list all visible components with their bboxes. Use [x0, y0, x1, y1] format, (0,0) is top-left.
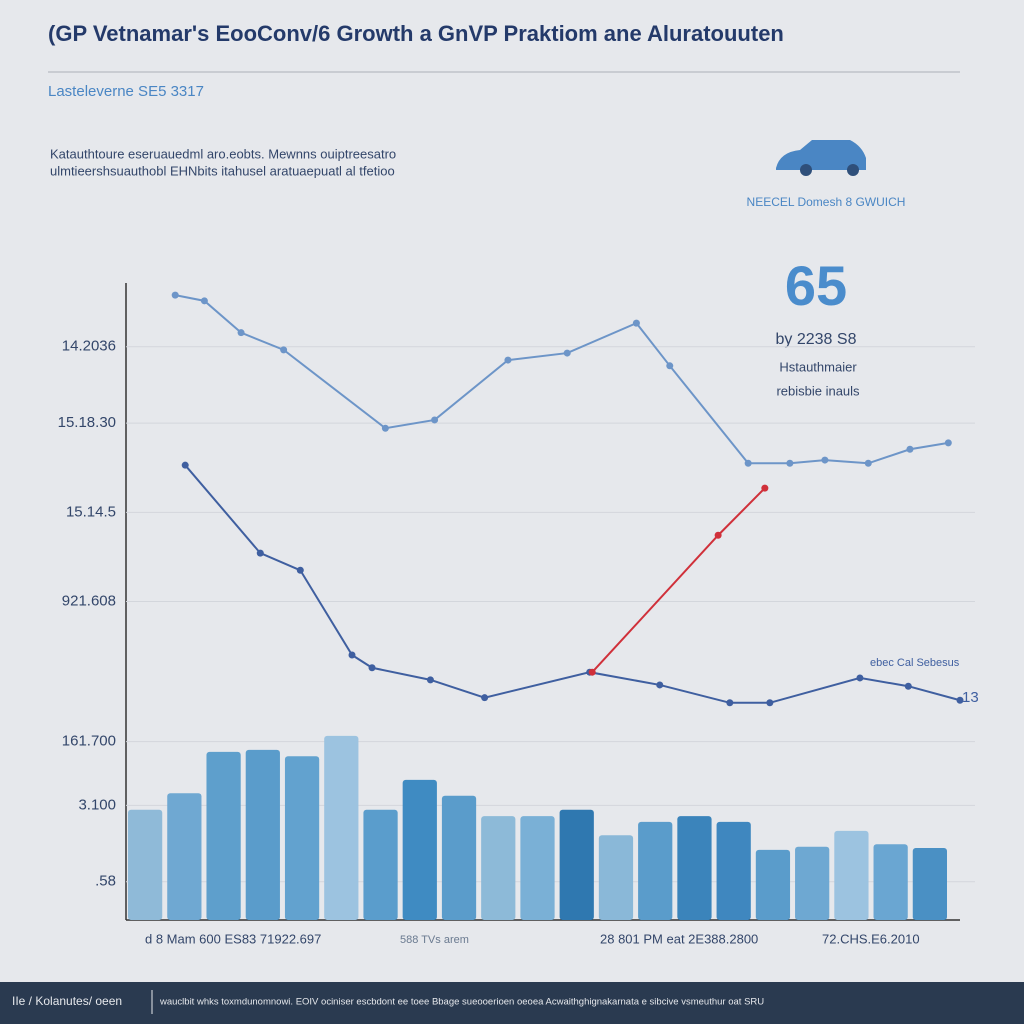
footer-bar [0, 982, 1024, 1024]
point [348, 651, 356, 659]
y-tick-label: 15.14.5 [66, 503, 116, 520]
chart-title: (GP Vetnamar's EooConv/6 Growth a GnVP P… [48, 21, 784, 46]
car-icon [776, 140, 866, 176]
point [904, 682, 912, 690]
point [368, 664, 376, 672]
point [588, 668, 596, 676]
point [431, 416, 439, 424]
point [726, 699, 734, 707]
bar [716, 821, 751, 920]
y-tick-label: 921.608 [62, 592, 116, 609]
point [864, 459, 872, 467]
bar [481, 816, 516, 920]
bar [441, 795, 477, 920]
point [563, 349, 571, 357]
description: ulmtieershsuauthobl EHNbits itahusel ara… [50, 163, 395, 178]
point [656, 681, 664, 689]
y-tick-label: 161.700 [62, 733, 116, 750]
point [504, 356, 512, 364]
point [256, 549, 264, 557]
point [786, 459, 794, 467]
point [481, 694, 489, 702]
point [956, 696, 964, 704]
bar [795, 846, 830, 920]
point [381, 424, 389, 432]
line [175, 294, 949, 465]
y-tick-label: 15.18.30 [58, 414, 116, 431]
point [666, 362, 674, 370]
side-text: rebisbie inauls [776, 383, 860, 398]
bar [402, 779, 437, 920]
point [632, 319, 640, 327]
line [184, 464, 961, 704]
bar [834, 830, 869, 920]
point [171, 291, 179, 299]
point [944, 439, 952, 447]
big-number: 65 [785, 254, 847, 317]
description: Katauthtoure eseruauedml aro.eobts. Mewn… [50, 146, 396, 161]
point [766, 699, 774, 707]
point [821, 456, 829, 464]
point [280, 346, 288, 354]
subtitle: Lasteleverne SE5 3317 [48, 83, 204, 100]
bar [677, 816, 712, 920]
bar [873, 844, 908, 920]
bar [245, 749, 280, 920]
bar [167, 793, 202, 920]
y-tick-label: 14.2036 [62, 338, 116, 355]
bar [284, 756, 320, 920]
y-tick-label: 3.100 [78, 796, 116, 813]
bar [520, 816, 555, 920]
annotation: 13 [962, 689, 979, 706]
bar [206, 751, 241, 920]
x-label: 588 TVs arem [400, 934, 469, 946]
footer-text: IIe / Kolanutes/ oeen [12, 994, 122, 1008]
point [906, 445, 914, 453]
bar [755, 849, 791, 920]
x-label: 72.CHS.E6.2010 [822, 931, 920, 946]
side-text: by 2238 S8 [776, 331, 857, 348]
x-label: d 8 Mam 600 ES83 71922.697 [145, 931, 321, 946]
annotation: ebec Cal Sebesus [870, 657, 960, 669]
bar [559, 809, 594, 920]
bar [363, 809, 398, 920]
point [426, 676, 434, 684]
bar [324, 735, 359, 920]
point [200, 297, 208, 305]
point [237, 329, 245, 337]
bar [598, 835, 634, 920]
bar [128, 809, 163, 920]
side-caption: NEECEL Domesh 8 GWUICH [747, 195, 906, 209]
x-label: 28 801 PM eat 2E388.2800 [600, 931, 758, 946]
footer-text: wauclbit whks toxmdunomnowi. EOIV ocinis… [159, 997, 764, 1008]
point [296, 566, 304, 574]
side-text: Hstauthmaier [779, 359, 857, 374]
bar [638, 821, 673, 920]
point [714, 531, 722, 539]
point [744, 459, 752, 467]
point [181, 461, 189, 469]
bar [912, 848, 947, 920]
point [856, 674, 864, 682]
y-tick-label: .58 [95, 873, 116, 890]
point [761, 484, 769, 492]
